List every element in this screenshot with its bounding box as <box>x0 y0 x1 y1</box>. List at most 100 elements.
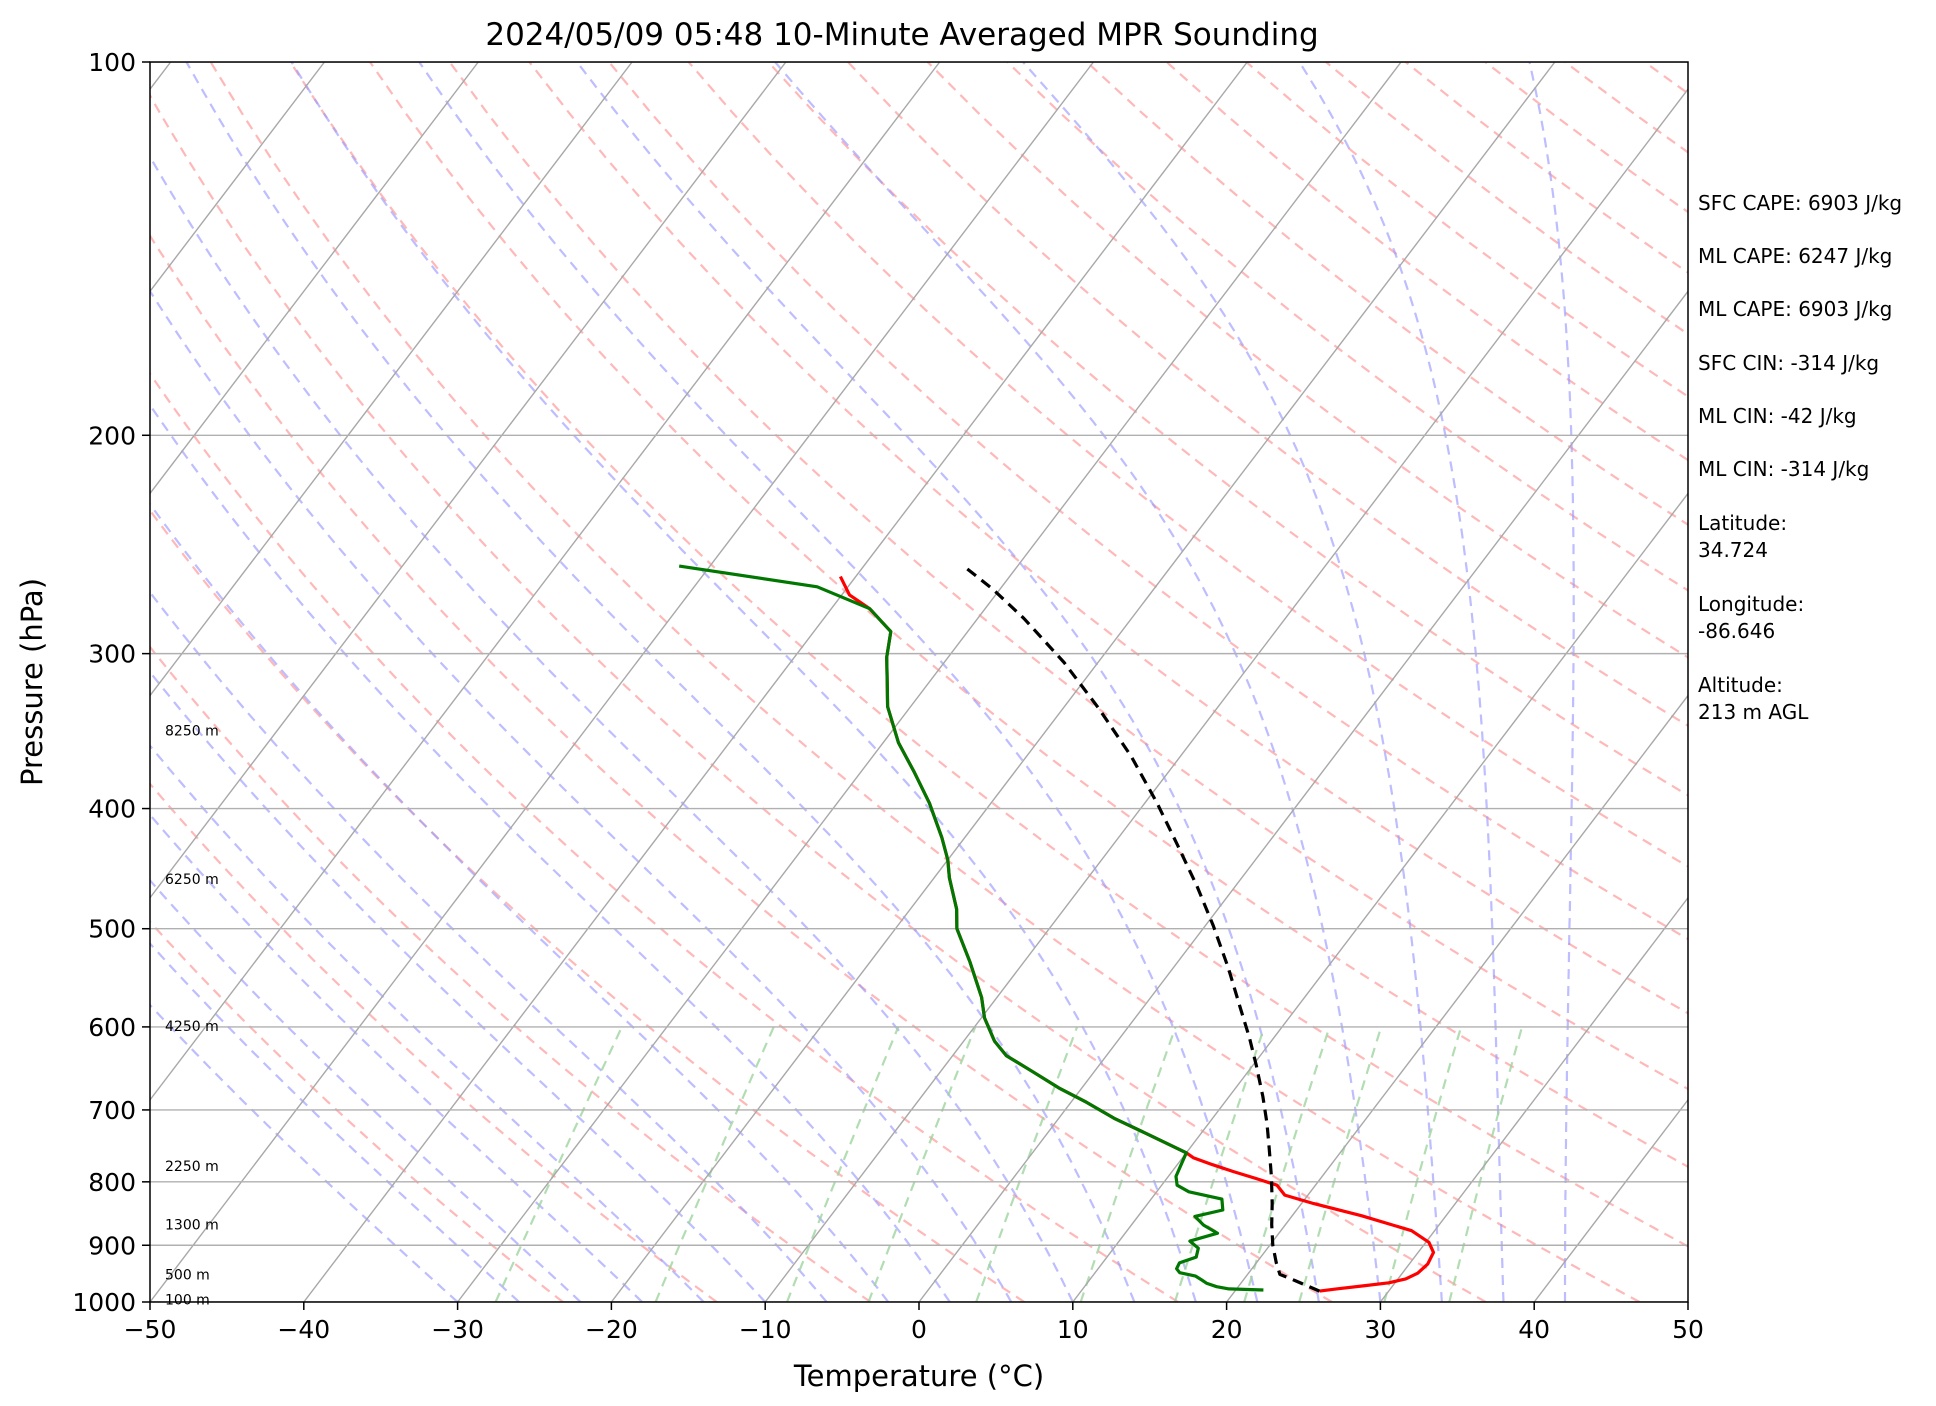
isotherm <box>1226 694 1688 1302</box>
info-item: Altitude: 213 m AGL <box>1698 673 1809 724</box>
info-item: SFC CAPE: 6903 J/kg <box>1698 191 1903 215</box>
sounding-lines <box>678 564 1436 1293</box>
y-tick-label: 900 <box>88 1231 136 1260</box>
x-tick-label: 50 <box>1672 1315 1704 1344</box>
height-label: 8250 m <box>165 723 219 739</box>
moist-adiabat <box>150 670 767 1302</box>
moist-adiabat <box>150 289 1013 1302</box>
mixing-ratio-line <box>1079 1026 1177 1302</box>
background-lines <box>150 62 1688 1302</box>
info-item: Latitude: 34.724 <box>1698 511 1788 562</box>
isotherm <box>303 62 1248 1302</box>
moist-adiabat <box>150 502 890 1302</box>
dry-adiabat <box>1006 62 1688 592</box>
height-labels: 100 m 500 m 1300 m 2250 m 4250 m 6250 m 8250 m <box>165 723 219 1308</box>
y-tick-label: 800 <box>88 1168 136 1197</box>
dry-adiabat <box>150 508 1025 1302</box>
x-tick-label: −40 <box>277 1315 330 1344</box>
x-tick-label: −10 <box>739 1315 792 1344</box>
mixing-ratio-line <box>867 1026 977 1302</box>
isotherm <box>610 62 1556 1302</box>
y-tick-label: 400 <box>88 795 136 824</box>
temperature-line <box>838 575 1436 1293</box>
dry-adiabat <box>150 233 1333 1302</box>
height-label: 500 m <box>165 1267 210 1283</box>
y-tick-label: 600 <box>88 1013 136 1042</box>
moist-adiabat <box>150 813 643 1302</box>
info-item: ML CAPE: 6903 J/kg <box>1698 297 1893 321</box>
dry-adiabat <box>289 62 1688 1248</box>
isotherm <box>150 62 1095 1302</box>
dry-adiabat <box>608 62 1688 941</box>
moist-adiabat <box>150 744 705 1302</box>
dry-adiabat <box>369 62 1688 1169</box>
moist-adiabat <box>1022 62 1443 1302</box>
x-tick-label: 0 <box>911 1315 927 1344</box>
height-label: 4250 m <box>165 1019 219 1035</box>
x-tick-label: 10 <box>1057 1315 1089 1344</box>
dewpoint-line <box>678 564 1264 1292</box>
moist-adiabat <box>774 62 1382 1302</box>
info-item: ML CIN: -42 J/kg <box>1698 404 1857 428</box>
moist-adiabat <box>1528 62 1575 1302</box>
x-tick-label: −50 <box>124 1315 177 1344</box>
info-item: Longitude: -86.646 <box>1698 592 1805 643</box>
isotherm <box>457 62 1402 1302</box>
dry-adiabat <box>448 62 1688 1091</box>
height-label: 6250 m <box>165 872 219 888</box>
dry-adiabat <box>150 645 872 1302</box>
dry-adiabat <box>528 62 1688 1015</box>
mixing-ratio-line <box>654 1026 775 1302</box>
height-label: 1300 m <box>165 1218 219 1234</box>
moist-adiabat <box>150 878 582 1302</box>
moist-adiabat <box>418 62 1259 1302</box>
isotherm <box>1379 896 1688 1302</box>
height-label: 100 m <box>165 1292 210 1308</box>
isotherm <box>1072 492 1688 1302</box>
info-item: ML CIN: -314 J/kg <box>1698 457 1870 481</box>
isotherm <box>150 62 326 293</box>
mixing-ratio-line <box>785 1026 900 1302</box>
moist-adiabat <box>150 403 951 1302</box>
moist-adiabat <box>150 941 520 1302</box>
dry-adiabat <box>209 62 1641 1302</box>
moist-adiabat <box>290 62 1197 1302</box>
moist-adiabat <box>150 154 1074 1302</box>
x-tick-label: −30 <box>431 1315 484 1344</box>
x-tick-label: −20 <box>585 1315 638 1344</box>
x-tick-label: 20 <box>1211 1315 1243 1344</box>
moist-adiabat <box>150 1003 459 1302</box>
y-tick-label: 100 <box>88 48 136 77</box>
moist-adiabat <box>1298 62 1505 1302</box>
dry-adiabat <box>150 782 718 1302</box>
mixing-ratio-line <box>1298 1026 1383 1302</box>
mixing-ratio-line <box>1243 1026 1331 1302</box>
parcel-line <box>962 564 1321 1293</box>
isotherm <box>150 62 787 899</box>
x-axis-label: Temperature (°C) <box>793 1359 1044 1393</box>
y-tick-label: 700 <box>88 1096 136 1125</box>
moist-adiabat <box>576 62 1320 1302</box>
dry-adiabat <box>150 93 1487 1302</box>
axis-ticks: −50 −40 −30 −20 −10 0 10 20 30 40 50 100 200 300 400 50… <box>72 48 1704 1344</box>
dry-adiabat <box>767 62 1688 797</box>
isotherm <box>150 62 479 495</box>
chart-title: 2024/05/09 05:48 10-Minute Averaged MPR … <box>485 17 1318 53</box>
isotherm <box>150 62 633 697</box>
y-tick-label: 200 <box>88 421 136 450</box>
info-item: SFC CIN: -314 J/kg <box>1698 351 1880 375</box>
y-axis-label: Pressure (hPa) <box>15 578 49 786</box>
dry-adiabat <box>926 62 1688 659</box>
y-tick-label: 300 <box>88 640 136 669</box>
moist-adiabat <box>185 62 1136 1302</box>
info-item: ML CAPE: 6247 J/kg <box>1698 244 1893 268</box>
mixing-ratio-line <box>494 1026 623 1302</box>
isotherm <box>764 88 1688 1302</box>
height-label: 2250 m <box>165 1159 219 1175</box>
dry-adiabat <box>150 920 564 1302</box>
y-tick-label: 500 <box>88 915 136 944</box>
x-tick-label: 30 <box>1364 1315 1396 1344</box>
y-tick-label: 1000 <box>72 1288 136 1317</box>
dry-adiabat <box>150 371 1179 1302</box>
